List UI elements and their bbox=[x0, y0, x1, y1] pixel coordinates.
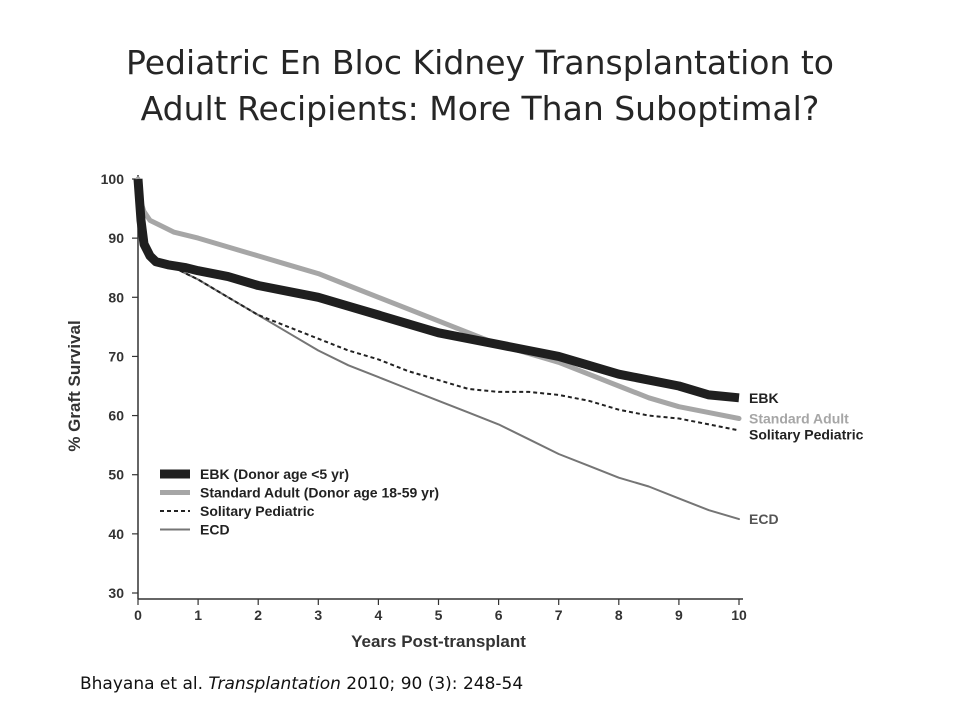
legend-label: Standard Adult (Donor age 18-59 yr) bbox=[200, 485, 439, 501]
citation: Bhayana et al. Transplantation 2010; 90 … bbox=[80, 674, 523, 694]
y-tick-label: 80 bbox=[108, 289, 124, 305]
y-tick-label: 70 bbox=[108, 348, 124, 364]
series-line-ebk bbox=[133, 178, 740, 403]
citation-details: 2010; 90 (3): 248-54 bbox=[346, 674, 524, 694]
graft-survival-chart: 30 40 50 60 70 80 90 100 0 1 2 3 4 5 6 7 8 9 10 Years Post-… bbox=[66, 172, 888, 655]
y-tick-label: 100 bbox=[101, 172, 125, 187]
slide-title: Pediatric En Bloc Kidney Transplantation… bbox=[0, 40, 960, 132]
x-tick-label: 8 bbox=[615, 607, 623, 623]
end-label-solitary-pediatric: Solitary Pediatric bbox=[749, 426, 864, 442]
series-line-standard-adult bbox=[135, 176, 742, 421]
x-tick-label: 5 bbox=[435, 607, 443, 623]
slide-title-line-2: Adult Recipients: More Than Suboptimal? bbox=[140, 89, 820, 128]
x-tick-label: 9 bbox=[675, 607, 683, 623]
citation-journal: Transplantation bbox=[208, 674, 341, 694]
y-tick-label: 90 bbox=[108, 230, 124, 246]
x-tick-label: 10 bbox=[731, 607, 747, 623]
legend-label: ECD bbox=[200, 522, 230, 538]
y-axis-label: % Graft Survival bbox=[66, 320, 84, 451]
y-tick-label: 60 bbox=[108, 408, 124, 424]
x-tick-label: 3 bbox=[314, 607, 322, 623]
end-label-standard-adult: Standard Adult bbox=[749, 411, 849, 427]
series-line-solitary-pediatric bbox=[137, 178, 740, 432]
y-tick-label: 40 bbox=[108, 526, 124, 542]
y-tick-label: 30 bbox=[108, 585, 124, 601]
legend-label: EBK (Donor age <5 yr) bbox=[200, 466, 349, 482]
legend-label: Solitary Pediatric bbox=[200, 503, 315, 519]
end-label-ecd: ECD bbox=[749, 511, 779, 527]
x-tick-label: 0 bbox=[134, 607, 142, 623]
y-tick-label: 50 bbox=[108, 467, 124, 483]
citation-authors: Bhayana et al. bbox=[80, 674, 204, 694]
x-tick-label: 1 bbox=[194, 607, 202, 623]
end-label-ebk: EBK bbox=[749, 390, 779, 406]
chart-svg: 30 40 50 60 70 80 90 100 0 1 2 3 4 5 6 7 8 9 10 Years Post-… bbox=[66, 172, 864, 651]
x-tick-label: 2 bbox=[254, 607, 262, 623]
x-tick-label: 7 bbox=[555, 607, 563, 623]
x-tick-label: 4 bbox=[375, 607, 383, 623]
x-tick-label: 6 bbox=[495, 607, 503, 623]
slide-title-line-1: Pediatric En Bloc Kidney Transplantation… bbox=[125, 43, 834, 82]
x-axis-label: Years Post-transplant bbox=[351, 632, 526, 651]
